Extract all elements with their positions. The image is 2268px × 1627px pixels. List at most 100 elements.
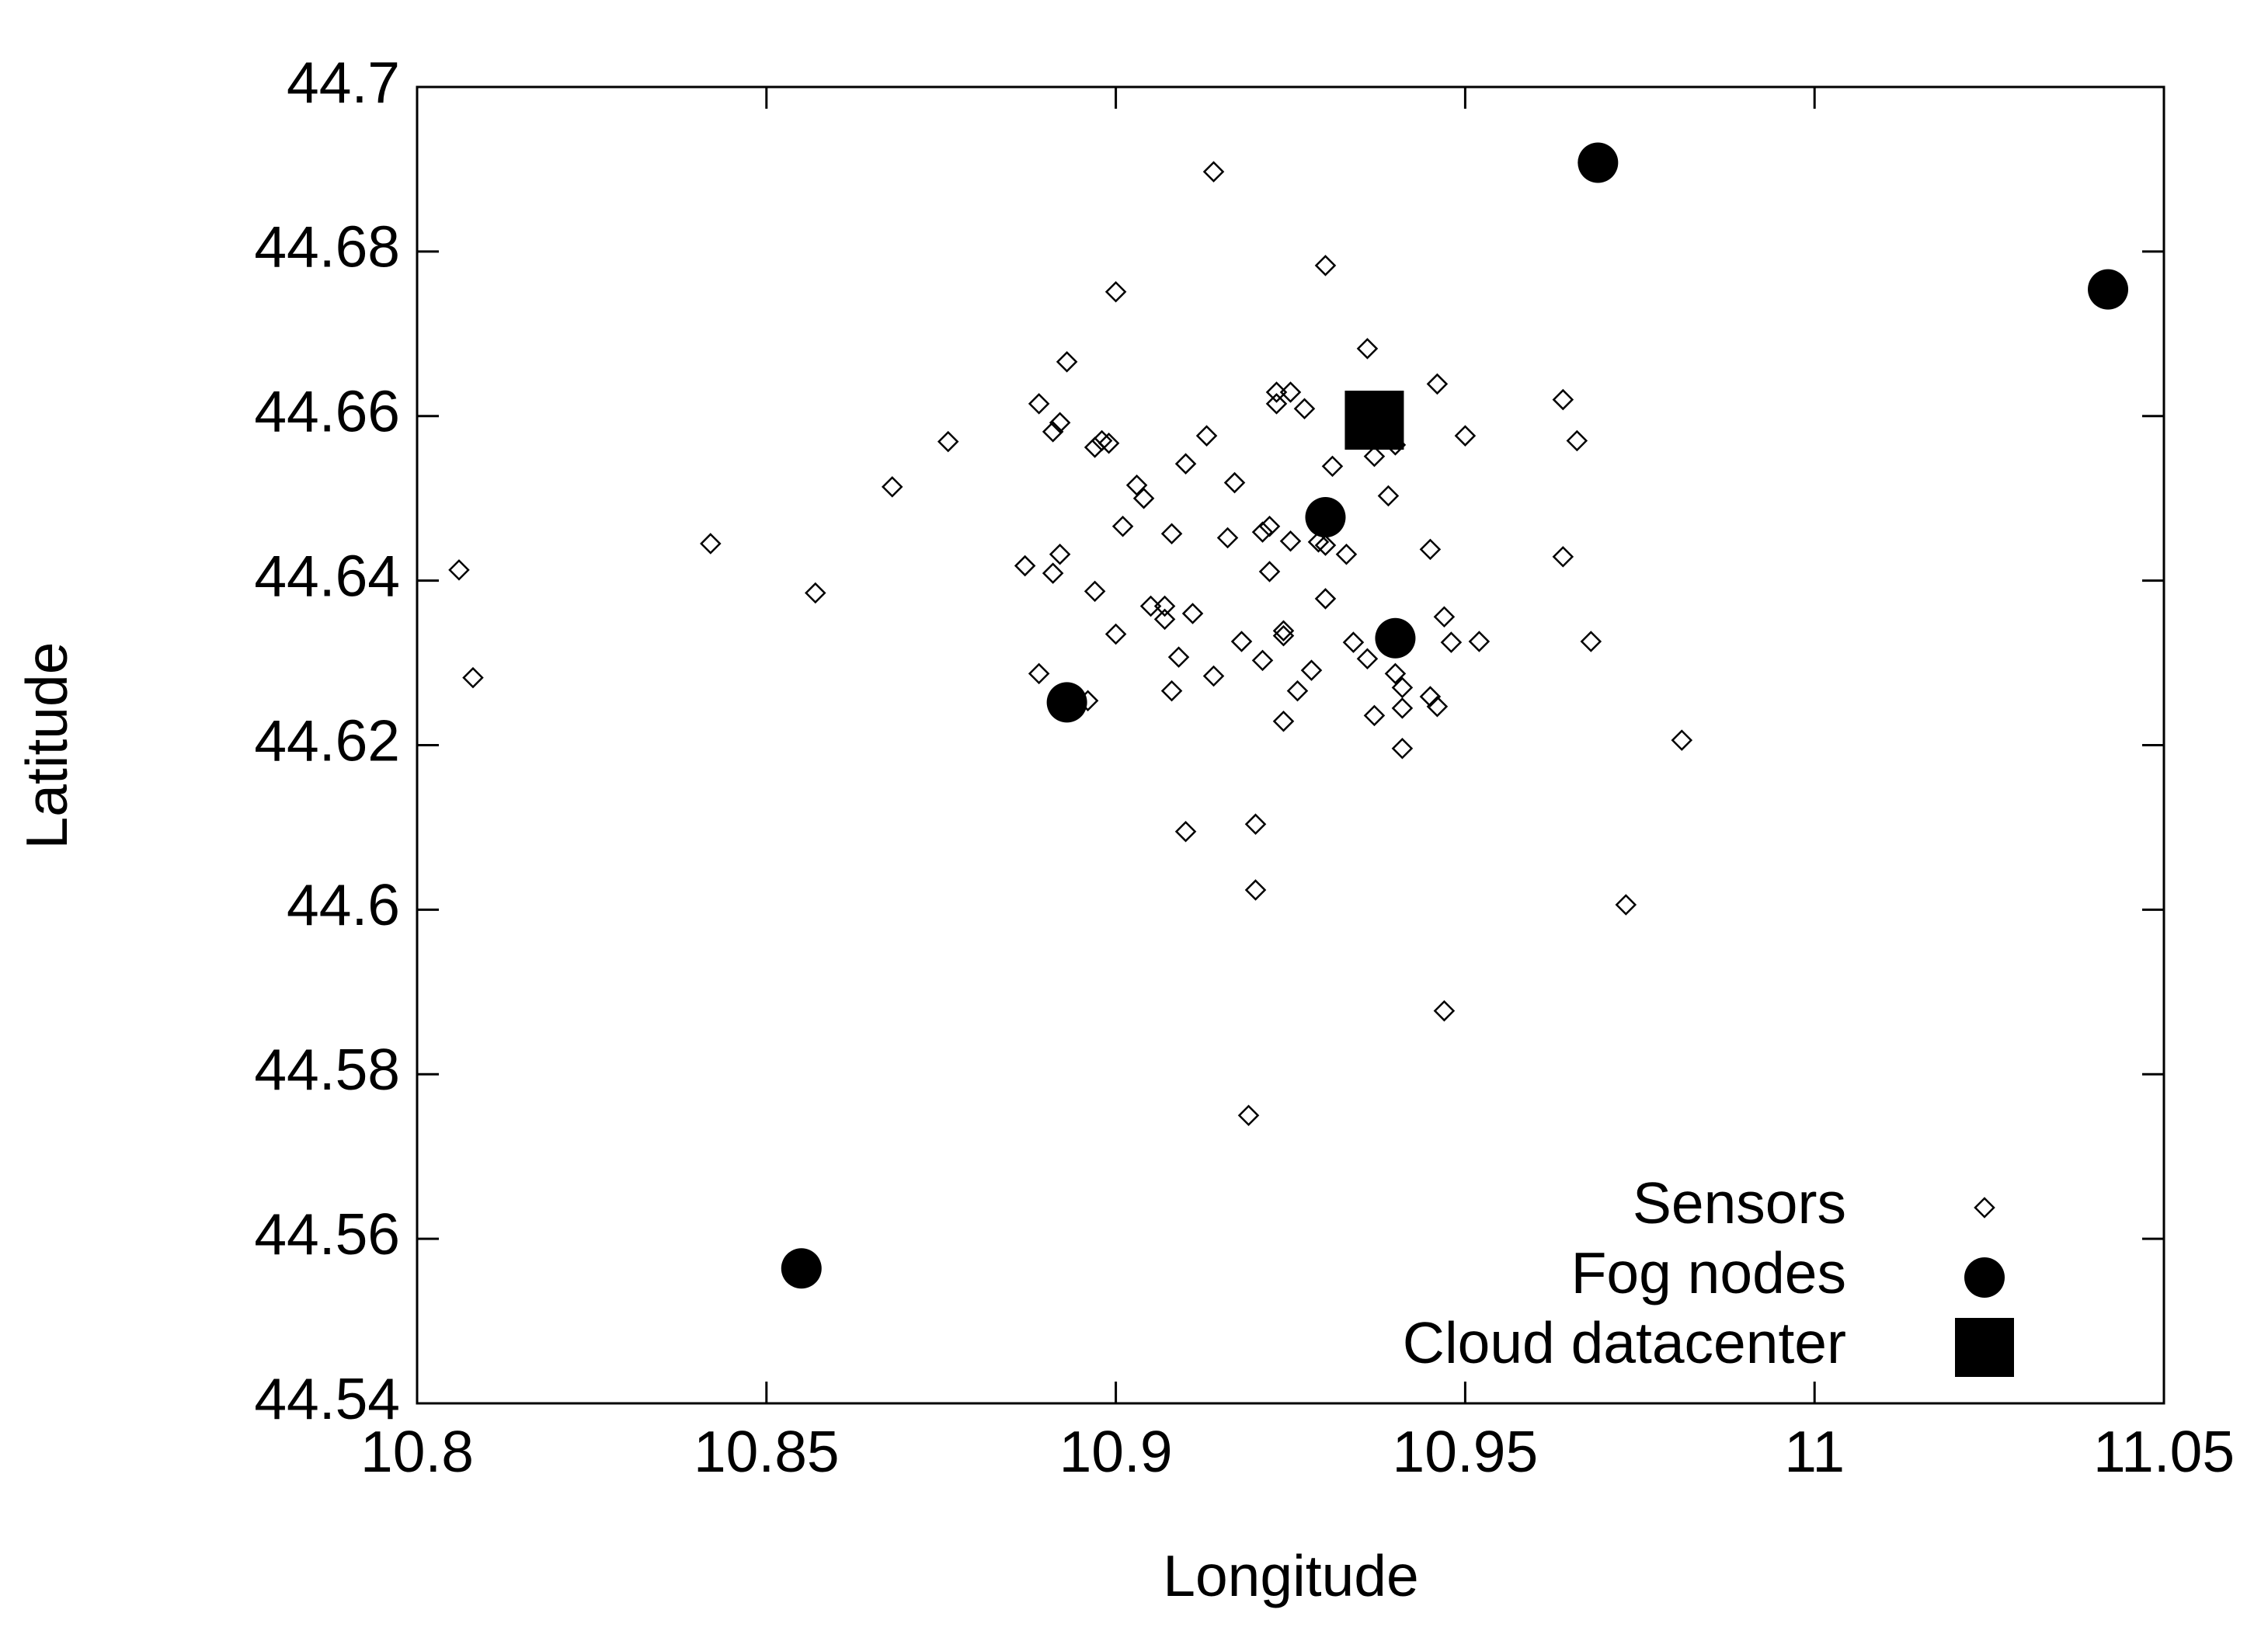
point [1104, 281, 1127, 303]
y-tick-label: 44.58 [254, 1037, 400, 1102]
y-tick-label: 44.62 [254, 707, 400, 773]
point [1426, 695, 1449, 718]
point [1300, 659, 1323, 681]
point [1237, 1104, 1260, 1126]
point [1342, 631, 1365, 653]
x-tick-label: 10.95 [1393, 1419, 1539, 1484]
point [1391, 676, 1414, 699]
legend-label: Cloud datacenter [1403, 1310, 1846, 1375]
point [1084, 580, 1106, 603]
point [1578, 142, 1619, 183]
point [1391, 737, 1414, 760]
point [1153, 608, 1176, 631]
point [1091, 429, 1113, 452]
point [1384, 662, 1407, 685]
legend-label: Fog nodes [1571, 1240, 1846, 1305]
point [1468, 631, 1491, 652]
point [1111, 515, 1134, 537]
point [1042, 562, 1064, 584]
point [700, 533, 722, 555]
point [1314, 588, 1337, 610]
point [1314, 255, 1337, 276]
point [781, 1248, 822, 1289]
point [1552, 388, 1574, 411]
point [1433, 999, 1456, 1022]
x-tick-label: 10.9 [1059, 1419, 1173, 1484]
point [1377, 485, 1400, 507]
y-tick-label: 44.6 [287, 872, 400, 937]
point [1195, 425, 1218, 447]
x-tick-label: 11 [1784, 1419, 1845, 1484]
point [1160, 523, 1183, 545]
point [1307, 531, 1330, 553]
point [1344, 391, 1404, 450]
point [805, 582, 826, 604]
y-tick-label: 44.7 [287, 50, 400, 115]
legend-marker [1955, 1318, 2014, 1377]
legend-label: Sensors [1633, 1170, 1846, 1236]
point [1049, 543, 1071, 565]
point [462, 666, 484, 689]
point [1454, 425, 1477, 447]
point [1615, 894, 1637, 916]
point [1356, 338, 1379, 360]
point [1426, 373, 1449, 395]
y-tick-label: 44.64 [254, 543, 400, 608]
point [1305, 497, 1346, 538]
point [1046, 682, 1087, 723]
point [1272, 620, 1295, 642]
point [1419, 686, 1442, 707]
point [1391, 697, 1414, 719]
point [1153, 595, 1176, 617]
point [1216, 527, 1239, 549]
point [1202, 161, 1225, 183]
point [1125, 474, 1148, 496]
point [1244, 879, 1267, 901]
point [1566, 429, 1588, 452]
point [1286, 680, 1309, 702]
point [1272, 711, 1295, 732]
point [1181, 603, 1204, 624]
point [1258, 515, 1281, 537]
point [1321, 455, 1344, 478]
legend-marker [1974, 1197, 1995, 1219]
point [2088, 269, 2129, 310]
point [1230, 631, 1253, 652]
x-tick-label: 11.05 [2093, 1419, 2235, 1484]
point [1028, 393, 1050, 415]
plot-frame [416, 85, 2165, 1405]
point [1580, 631, 1602, 652]
point [1293, 398, 1316, 419]
point [1104, 623, 1127, 645]
point [1265, 381, 1288, 403]
y-tick-label: 44.54 [254, 1366, 400, 1431]
point [1042, 421, 1064, 443]
point [1279, 381, 1302, 403]
point [1056, 351, 1078, 373]
x-tick-label: 10.8 [360, 1419, 474, 1484]
point [937, 430, 959, 453]
point [448, 559, 470, 581]
point [1356, 648, 1379, 670]
point [1244, 813, 1267, 835]
x-axis-label: Longitude [1163, 1543, 1418, 1608]
point [1258, 561, 1281, 582]
point [1433, 606, 1456, 628]
point [1363, 445, 1386, 468]
point [1671, 729, 1693, 751]
point [1174, 820, 1197, 843]
y-tick-label: 44.66 [254, 379, 400, 444]
point [1440, 631, 1463, 653]
point [1202, 665, 1225, 687]
point [1335, 543, 1358, 565]
point [1139, 595, 1162, 617]
point [1272, 624, 1295, 647]
point [1314, 534, 1337, 556]
point [881, 476, 903, 498]
y-tick-label: 44.68 [254, 214, 400, 280]
x-tick-label: 10.85 [694, 1419, 840, 1484]
point [1049, 412, 1071, 433]
point [1174, 453, 1197, 475]
